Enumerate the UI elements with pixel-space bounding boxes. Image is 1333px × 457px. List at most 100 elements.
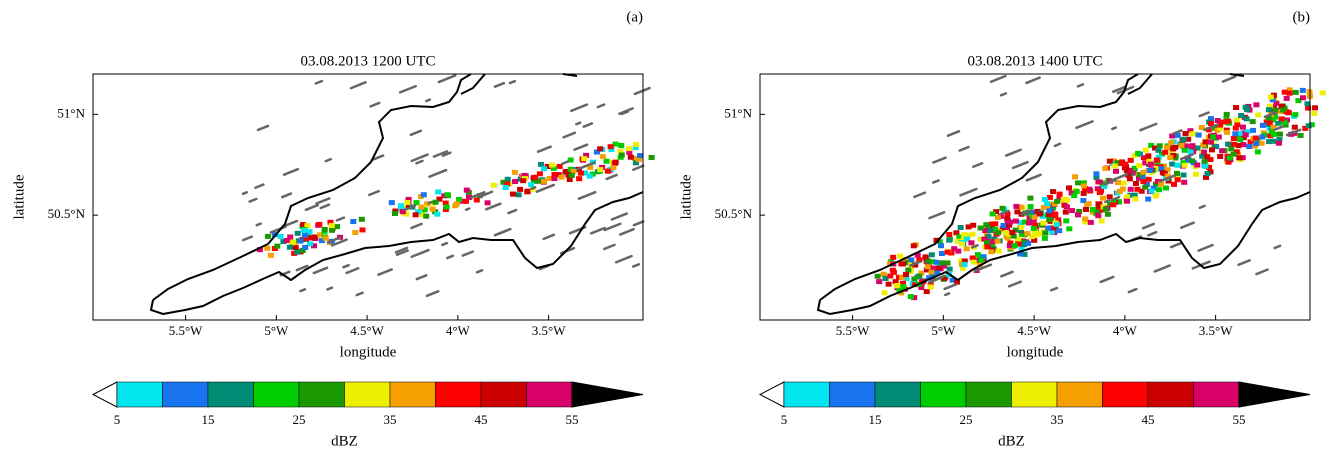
radar-cell [926, 275, 933, 281]
radar-cell [1116, 199, 1122, 205]
radar-cell [1013, 203, 1020, 209]
radar-cell [1193, 171, 1199, 177]
colorbar-label: dBZ [331, 433, 358, 449]
contour [403, 204, 417, 212]
radar-cell [1018, 220, 1025, 226]
contour [1153, 264, 1171, 273]
panel-label: (b) [1293, 9, 1311, 25]
radar-cell [1208, 116, 1214, 122]
radar-cell [1171, 181, 1177, 187]
radar-cell [626, 146, 632, 152]
contour [326, 236, 342, 244]
radar-cell [412, 212, 419, 218]
radar-cell [599, 154, 606, 160]
radar-cell [1304, 101, 1311, 107]
radar-cell [541, 178, 547, 184]
contour [425, 290, 440, 298]
contour [944, 292, 951, 297]
contour [1104, 199, 1111, 204]
radar-cell [1185, 157, 1192, 163]
radar-cell [1268, 129, 1275, 135]
radar-cell [905, 267, 912, 273]
radar-cell [352, 230, 359, 235]
radar-cell [969, 231, 976, 237]
radar-cell [1110, 199, 1117, 205]
contour [596, 103, 606, 109]
contour [530, 186, 537, 191]
radar-cell [1004, 235, 1011, 241]
radar-cell [1266, 139, 1273, 145]
radar-cell [538, 161, 544, 167]
radar-cell [420, 192, 427, 198]
radar-cell [300, 227, 307, 233]
radar-cell [1130, 170, 1137, 176]
colorbar-tick-label: 5 [114, 412, 121, 427]
radar-cell [912, 262, 919, 268]
radar-cell [587, 164, 594, 170]
radar-cell [632, 160, 639, 166]
contour [342, 263, 350, 269]
radar-cell [1181, 162, 1188, 168]
radar-cell [1127, 186, 1134, 192]
radar-cell [1225, 118, 1232, 124]
contour [441, 151, 452, 157]
contour [909, 260, 922, 267]
radar-cell [1180, 172, 1187, 178]
contour [590, 226, 606, 235]
radar-cell [558, 174, 565, 180]
contour [478, 190, 494, 199]
radar-cell [1174, 132, 1181, 138]
radar-cell [274, 243, 281, 249]
radar-cell [994, 215, 1001, 221]
radar-cell [1281, 89, 1288, 95]
radar-cell [1131, 152, 1138, 158]
radar-cell [882, 276, 889, 281]
radar-cell [1246, 144, 1253, 149]
radar-cell [541, 166, 547, 172]
radar-cell [977, 236, 984, 242]
radar-cell [982, 228, 989, 233]
radar-cell [1240, 142, 1247, 148]
radar-cell [1242, 104, 1249, 110]
colorbar-tick-label: 35 [1051, 412, 1064, 427]
radar-cell [1283, 95, 1290, 101]
radar-cell [1004, 227, 1011, 233]
radar-cell [1142, 147, 1149, 153]
contour [1112, 85, 1127, 93]
radar-cell [1169, 133, 1176, 139]
radar-cell [1158, 166, 1165, 172]
radar-cell [1250, 127, 1256, 133]
radar-cell [1113, 168, 1119, 174]
radar-cell [1034, 208, 1041, 214]
radar-cell [1080, 180, 1087, 186]
contour [427, 200, 434, 205]
x-tick-label: 4.5°W [1017, 323, 1051, 338]
y-tick-label: 50.5°N [48, 206, 86, 221]
contour [507, 208, 518, 215]
radar-cell [1265, 115, 1272, 121]
radar-cell [876, 279, 883, 285]
radar-cell [299, 247, 306, 253]
radar-cell [914, 252, 921, 258]
contour [326, 286, 334, 291]
radar-cell [1146, 168, 1153, 173]
radar-cell [1305, 105, 1312, 111]
radar-cell [532, 174, 539, 180]
contour [582, 122, 594, 128]
radar-cell [1188, 143, 1195, 149]
radar-cell [1042, 230, 1049, 236]
radar-cell [951, 246, 958, 252]
colorbar-tick-label: 25 [293, 412, 306, 427]
y-tick-label: 50.5°N [715, 206, 753, 221]
x-axis-label: longitude [340, 344, 397, 360]
contour [282, 167, 300, 176]
contour [394, 246, 409, 254]
radar-cell [944, 260, 951, 266]
radar-cell [1202, 163, 1209, 169]
radar-cell [586, 173, 593, 179]
contour [410, 222, 423, 230]
radar-cell [1299, 87, 1306, 93]
radar-cell [1044, 201, 1050, 206]
radar-cell [1012, 218, 1019, 224]
radar-cell [1272, 114, 1279, 120]
